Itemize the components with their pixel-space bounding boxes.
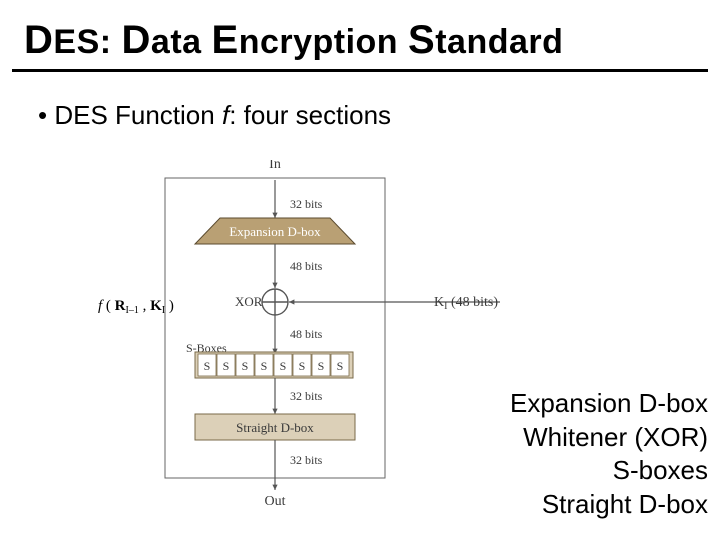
section-item: Straight D-box [510, 488, 708, 522]
svg-text:In: In [269, 160, 281, 172]
svg-text:S: S [280, 359, 287, 373]
svg-text:S: S [242, 359, 249, 373]
title-D1: D [24, 18, 53, 62]
svg-text:S: S [337, 359, 344, 373]
svg-text:Expansion D-box: Expansion D-box [229, 224, 321, 239]
svg-text:48 bits: 48 bits [290, 259, 323, 273]
svg-text:XOR: XOR [235, 294, 263, 309]
svg-text:32 bits: 32 bits [290, 197, 323, 211]
title-E: E [212, 18, 239, 62]
svg-text:48 bits: 48 bits [290, 327, 323, 341]
diagram-svg: In 32 bits Expansion D-box 48 bits XOR KI (48… [90, 160, 520, 510]
svg-text:S: S [261, 359, 268, 373]
svg-text:f ( RI–1 , KI ): f ( RI–1 , KI ) [98, 298, 174, 316]
bullet-line: • DES Function f: four sections [0, 72, 720, 131]
svg-text:S: S [299, 359, 306, 373]
section-item: Whitener (XOR) [510, 421, 708, 455]
svg-text:S: S [204, 359, 211, 373]
section-item: S-boxes [510, 454, 708, 488]
svg-text:32 bits: 32 bits [290, 389, 323, 403]
section-list: Expansion D-box Whitener (XOR) S-boxes S… [510, 387, 708, 522]
svg-text:KI (48 bits): KI (48 bits) [434, 295, 498, 312]
svg-text:32 bits: 32 bits [290, 453, 323, 467]
title-D2: D [122, 18, 151, 62]
svg-text:Out: Out [265, 494, 286, 509]
des-function-diagram: In 32 bits Expansion D-box 48 bits XOR KI (48… [90, 160, 520, 515]
section-item: Expansion D-box [510, 387, 708, 421]
title-S: S [408, 18, 435, 62]
svg-text:S: S [318, 359, 325, 373]
svg-text:Straight D-box: Straight D-box [236, 420, 314, 435]
slide-title: DES: Data Encryption Standard [0, 0, 720, 67]
svg-text:S: S [223, 359, 230, 373]
